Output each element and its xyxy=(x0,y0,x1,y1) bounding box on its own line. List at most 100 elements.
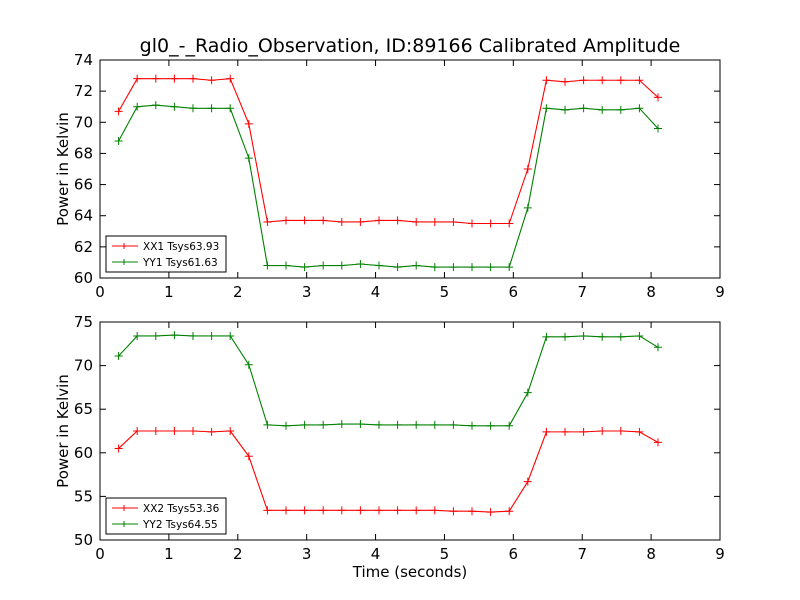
data-point xyxy=(337,420,346,429)
data-point xyxy=(523,477,532,486)
data-point xyxy=(468,421,476,430)
y-tick-label: 68 xyxy=(74,144,93,162)
data-point xyxy=(226,331,235,340)
plot-area xyxy=(114,331,662,517)
data-point xyxy=(226,427,235,435)
y-tick-label: 55 xyxy=(74,487,93,505)
data-point xyxy=(133,102,142,111)
data-point xyxy=(151,101,160,110)
data-point xyxy=(319,506,328,515)
data-point xyxy=(263,420,272,429)
axes-frame xyxy=(99,321,721,541)
y-tick-label: 70 xyxy=(74,113,93,131)
data-point xyxy=(598,105,607,114)
x-axis-label: Time (seconds) xyxy=(352,563,468,581)
data-point xyxy=(635,331,644,340)
data-point xyxy=(486,263,495,272)
data-point xyxy=(468,219,476,228)
x-tick-label: 3 xyxy=(302,545,312,563)
y-tick-label: 70 xyxy=(74,357,93,375)
data-point xyxy=(114,136,123,145)
data-point xyxy=(430,506,439,515)
legend-label: YY1 Tsys61.63 xyxy=(142,257,218,269)
data-point xyxy=(542,427,551,436)
data-point xyxy=(244,452,253,461)
x-tick-label: 9 xyxy=(715,545,725,563)
legend-box xyxy=(105,235,227,273)
data-point xyxy=(151,331,160,340)
data-point xyxy=(393,263,402,272)
data-point xyxy=(244,119,253,128)
data-point xyxy=(430,420,439,429)
x-tick-label: 1 xyxy=(164,545,174,563)
data-point xyxy=(207,331,216,340)
x-tick-label: 2 xyxy=(233,283,243,301)
data-point xyxy=(300,263,309,272)
data-point xyxy=(523,203,532,212)
y-tick-label: 65 xyxy=(74,400,93,418)
data-point xyxy=(300,506,309,515)
data-point xyxy=(170,102,179,111)
legend-marker xyxy=(121,243,127,249)
data-point xyxy=(635,76,644,85)
x-tick-label: 3 xyxy=(302,283,312,301)
plot-area xyxy=(114,74,662,272)
data-point xyxy=(616,76,625,85)
data-point xyxy=(189,427,197,435)
y-tick-label: 60 xyxy=(74,269,93,287)
data-point xyxy=(542,332,551,341)
x-tick-label: 7 xyxy=(577,283,587,301)
data-point xyxy=(133,331,142,340)
data-point xyxy=(486,421,495,430)
data-point xyxy=(207,427,216,436)
data-point xyxy=(449,263,458,272)
data-point xyxy=(207,104,216,113)
x-tick-label: 7 xyxy=(577,545,587,563)
data-point xyxy=(263,261,272,270)
data-point xyxy=(319,261,328,270)
data-point xyxy=(244,360,253,369)
data-point xyxy=(505,421,514,430)
data-point xyxy=(598,332,607,341)
x-tick-label: 9 xyxy=(715,283,725,301)
data-point xyxy=(375,216,383,225)
data-point xyxy=(412,420,421,429)
y-tick-label: 74 xyxy=(74,51,93,69)
data-point xyxy=(170,427,179,435)
data-point xyxy=(616,427,625,435)
legend-label: XX2 Tsys53.36 xyxy=(143,503,220,515)
x-tick-label: 5 xyxy=(440,283,450,301)
data-point xyxy=(654,343,662,352)
data-point xyxy=(635,104,644,113)
data-point xyxy=(133,74,142,83)
x-tick-label: 8 xyxy=(646,283,656,301)
x-tick-label: 2 xyxy=(233,545,243,563)
data-point xyxy=(282,261,290,270)
data-point xyxy=(337,506,346,515)
data-point xyxy=(616,105,625,114)
data-point xyxy=(151,427,160,435)
data-point xyxy=(654,124,662,133)
legend-marker xyxy=(121,259,127,265)
data-point xyxy=(244,154,253,163)
data-point xyxy=(263,217,272,226)
data-point xyxy=(449,420,458,429)
data-point xyxy=(561,105,569,114)
data-point xyxy=(114,352,123,361)
data-point xyxy=(189,331,197,340)
data-point xyxy=(449,507,458,516)
x-tick-label: 4 xyxy=(371,283,381,301)
y-tick-label: 60 xyxy=(74,444,93,462)
bottom-panel: 0 1 2 3 4 5 6 7 8 9 50 55 60 65 70 75 Power in Kelvin Tim… xyxy=(54,313,725,581)
data-point xyxy=(598,427,607,435)
data-point xyxy=(412,217,421,226)
y-tick-label: 75 xyxy=(74,313,93,331)
legend-label: YY2 Tsys64.55 xyxy=(142,519,218,531)
legend-box xyxy=(105,497,227,535)
data-point xyxy=(356,259,365,268)
chart-title: gl0_-_Radio_Observation, ID:89166 Calibr… xyxy=(140,35,681,57)
data-point xyxy=(356,506,365,515)
data-point xyxy=(337,217,346,226)
data-point xyxy=(356,217,365,226)
